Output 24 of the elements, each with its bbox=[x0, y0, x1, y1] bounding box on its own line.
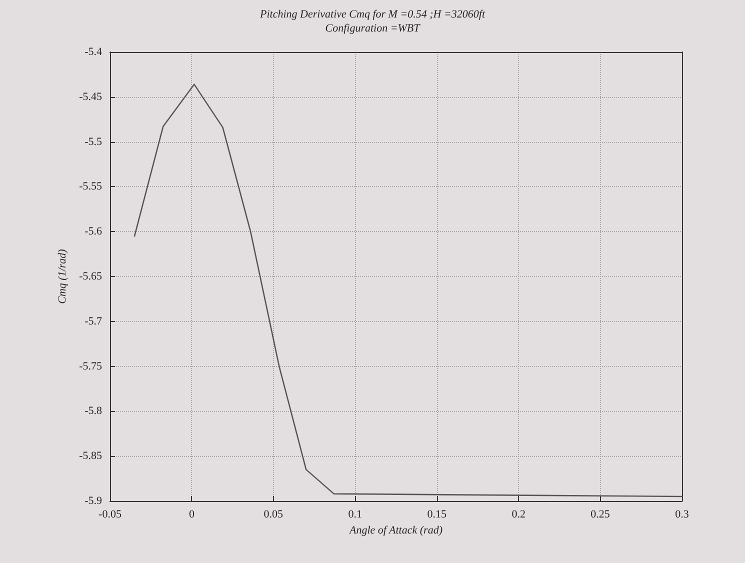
x-tick-label: 0.1 bbox=[348, 508, 362, 520]
line-series bbox=[134, 84, 683, 498]
y-tick-label: -5.55 bbox=[79, 180, 102, 193]
x-tick-label: 0.3 bbox=[675, 508, 690, 520]
y-tick-label: -5.5 bbox=[84, 136, 102, 148]
y-tick-label: -5.9 bbox=[84, 495, 102, 507]
y-tick-label: -5.7 bbox=[84, 315, 102, 328]
x-tick-label: 0.2 bbox=[512, 508, 526, 520]
y-tick-label: -5.4 bbox=[84, 46, 102, 58]
x-tick-label: 0.25 bbox=[590, 508, 610, 520]
y-tick-label: -5.85 bbox=[79, 450, 102, 462]
y-tick-label: -5.6 bbox=[84, 226, 102, 238]
chart-subtitle: Configuration =WBT bbox=[325, 22, 421, 34]
chart-title: Pitching Derivative Cmq for M =0.54 ;H =32060ft bbox=[258, 8, 486, 20]
y-tick-label: -5.8 bbox=[84, 405, 102, 418]
x-tick-label: 0.05 bbox=[264, 508, 284, 520]
x-axis-title: Angle of Attack (rad) bbox=[348, 524, 443, 536]
x-tick-label: 0.15 bbox=[427, 508, 447, 520]
y-tick-label: -5.45 bbox=[79, 90, 102, 103]
y-tick-label: -5.65 bbox=[79, 270, 102, 282]
x-tick-label: -0.05 bbox=[98, 508, 122, 520]
y-axis-title: Cmq (1/rad) bbox=[56, 248, 68, 304]
x-tick-label: 0 bbox=[188, 508, 195, 520]
y-tick-label: -5.75 bbox=[79, 360, 102, 372]
